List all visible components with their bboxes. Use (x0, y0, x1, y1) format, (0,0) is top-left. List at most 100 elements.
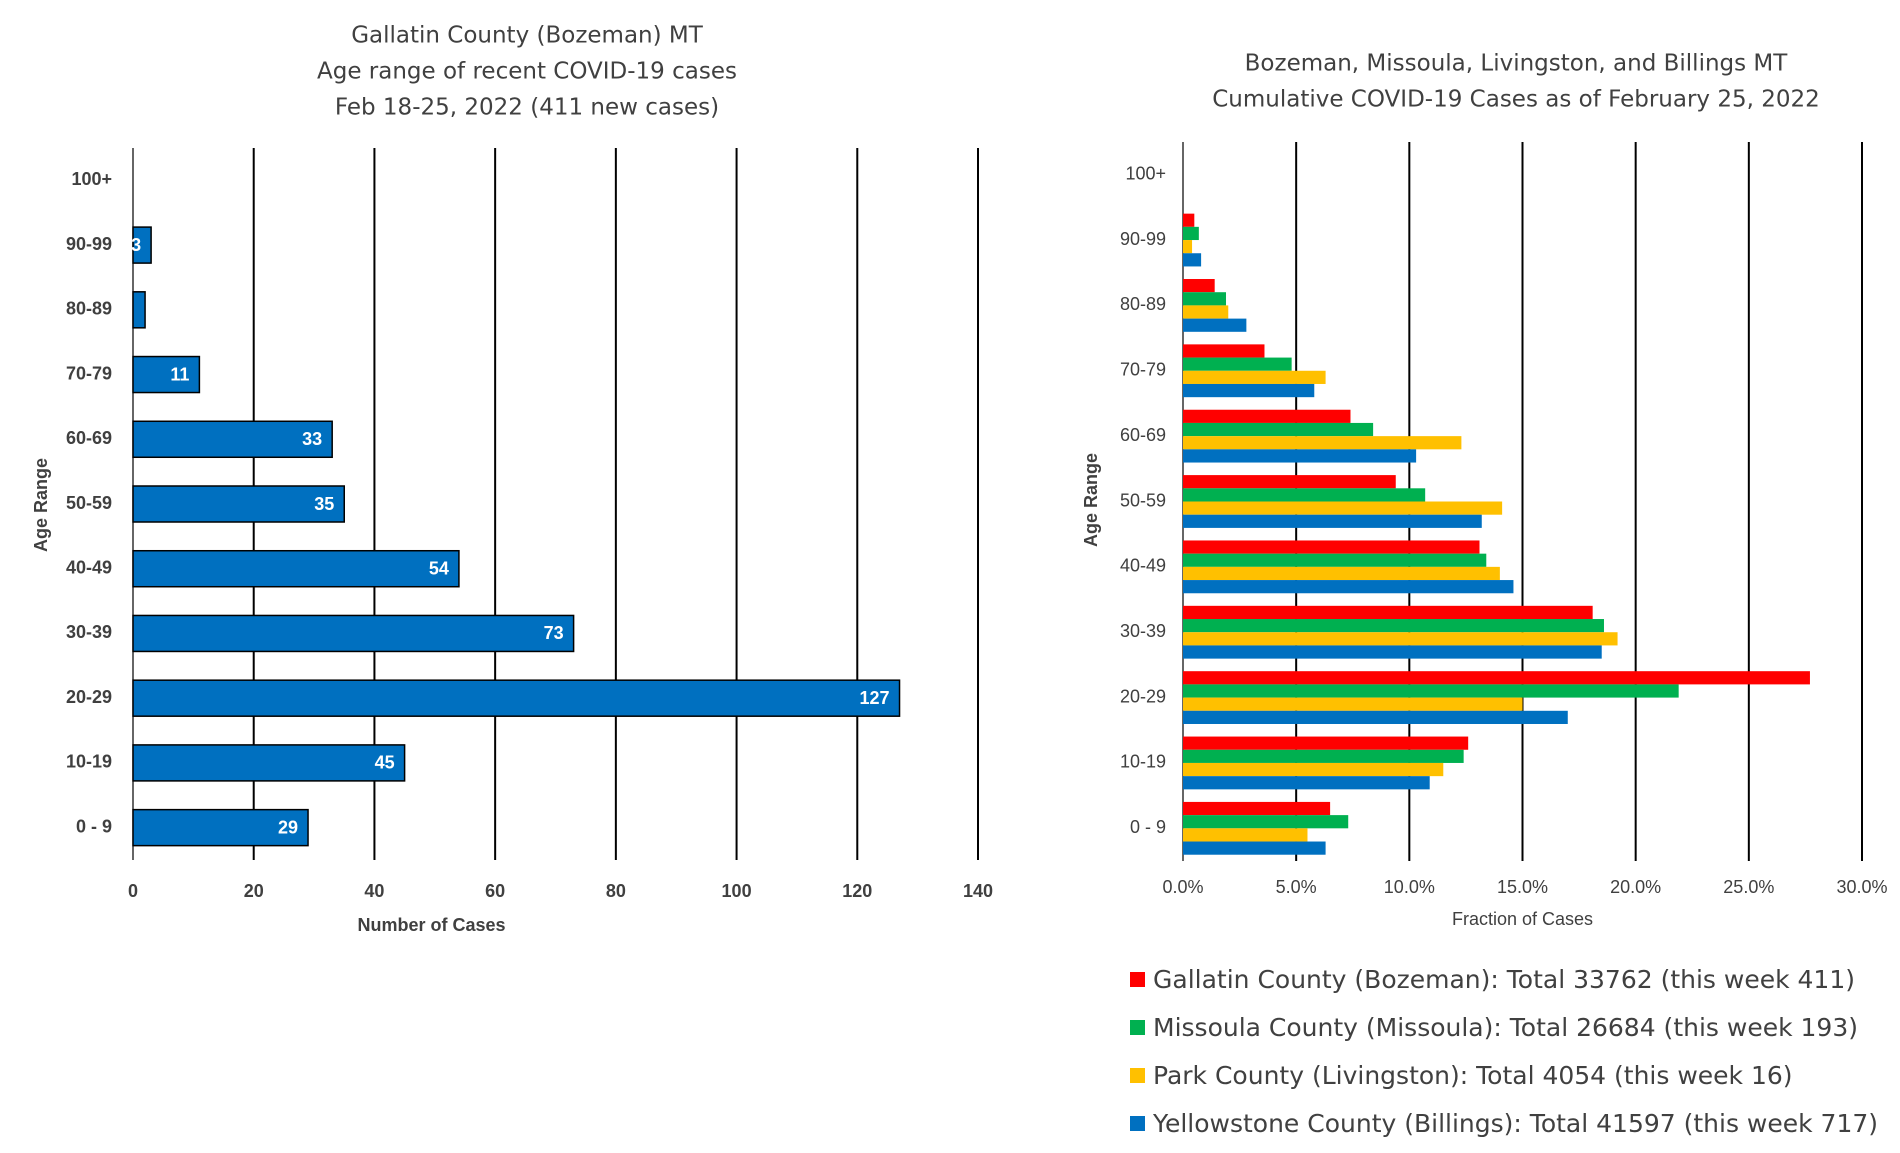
legend: Gallatin County (Bozeman): Total 33762 (… (1130, 955, 1878, 1147)
bar-20-29 (132, 679, 901, 717)
x-tick-60: 60 (485, 881, 505, 901)
x-tick-20-0: 20.0% (1610, 877, 1661, 897)
chart-cumulative-comparison: Bozeman, Missoula, Livingston, and Billi… (1030, 0, 1900, 1153)
y-axis-title: Age Range (31, 458, 51, 552)
bar-10-19-series-1 (1183, 736, 1469, 750)
bar-80-89 (132, 291, 146, 329)
bar-50-59 (132, 485, 345, 523)
chart-title-line-1: Bozeman, Missoula, Livingston, and Billi… (1245, 51, 1789, 77)
bar-20-29-series-3 (1183, 697, 1523, 711)
data-label-10-19: 45 (375, 753, 395, 773)
chart-title-line-3: Feb 18-25, 2022 (411 new cases) (335, 95, 719, 121)
chart-left-svg: Gallatin County (Bozeman) MT Age range of… (31, 23, 993, 935)
data-label-30-39: 73 (544, 623, 564, 643)
x-tick-10-0: 10.0% (1384, 877, 1435, 897)
x-tick-80: 80 (606, 881, 626, 901)
bar-40-49-series-4 (1183, 580, 1514, 594)
bar-20-29-series-2 (1183, 684, 1679, 698)
bar-50-59-series-3 (1183, 501, 1503, 515)
y-tick-0-9: 0 - 9 (1130, 817, 1166, 837)
y-tick-30-39: 30-39 (1120, 621, 1166, 641)
x-tick-120: 120 (842, 881, 872, 901)
data-label-50-59: 35 (314, 494, 334, 514)
bar-50-59-series-4 (1183, 514, 1482, 528)
x-tick-0: 0 (128, 881, 138, 901)
bar-40-49-series-3 (1183, 566, 1500, 581)
bar-80-89-series-2 (1183, 292, 1227, 306)
y-tick-100: 100+ (71, 169, 112, 189)
bar-10-19-series-2 (1183, 749, 1464, 763)
legend-item-missoula: Missoula County (Missoula): Total 26684 … (1130, 1003, 1878, 1051)
bar-90-99-series-3 (1183, 240, 1193, 254)
bar-10-19 (132, 744, 406, 782)
legend-item-gallatin: Gallatin County (Bozeman): Total 33762 (… (1130, 955, 1878, 1003)
bar-80-89-series-4 (1183, 318, 1247, 332)
bar-0-9 (132, 808, 309, 847)
bar-30-39-series-3 (1183, 632, 1618, 646)
bar-70-79 (132, 355, 201, 394)
x-tick-140: 140 (963, 881, 993, 901)
bar-20-29-series-1 (1183, 671, 1810, 685)
data-label-0-9: 29 (278, 817, 298, 837)
legend-label-park: Park County (Livingston): Total 4054 (th… (1153, 1060, 1793, 1090)
y-tick-50-59: 50-59 (66, 493, 112, 513)
y-tick-70-79: 70-79 (1120, 360, 1166, 380)
bar-20-29-series-4 (1183, 710, 1568, 724)
y-tick-50-59: 50-59 (1120, 490, 1166, 510)
x-tick-25-0: 25.0% (1723, 877, 1774, 897)
legend-swatch-yellowstone (1130, 1115, 1145, 1131)
legend-label-yellowstone: Yellowstone County (Billings): Total 415… (1153, 1108, 1879, 1138)
x-tick-100: 100 (722, 881, 752, 901)
bar-30-39 (132, 614, 575, 653)
legend-label-missoula: Missoula County (Missoula): Total 26684 … (1153, 1012, 1858, 1042)
y-tick-20-29: 20-29 (1120, 686, 1166, 706)
legend-swatch-park (1130, 1067, 1145, 1083)
chart-gallatin-age-range: Gallatin County (Bozeman) MT Age range of… (31, 23, 993, 935)
data-label-20-29: 127 (859, 688, 889, 708)
legend-item-park: Park County (Livingston): Total 4054 (th… (1130, 1051, 1878, 1099)
bar-40-49-series-2 (1183, 553, 1487, 567)
bar-90-99-series-4 (1183, 253, 1202, 267)
data-label-60-69: 33 (302, 429, 322, 449)
chart-title-line-2: Age range of recent COVID-19 cases (317, 59, 737, 85)
y-tick-90-99: 90-99 (66, 234, 112, 254)
y-tick-60-69: 60-69 (66, 428, 112, 448)
bar-90-99 (132, 226, 152, 264)
bar-60-69-series-3 (1183, 436, 1462, 450)
y-tick-30-39: 30-39 (66, 622, 112, 642)
bar-0-9-series-3 (1183, 828, 1308, 842)
x-tick-30-0: 30.0% (1836, 877, 1887, 897)
bar-0-9-series-4 (1183, 841, 1326, 855)
y-tick-40-49: 40-49 (1120, 556, 1166, 576)
x-axis-title: Fraction of Cases (1452, 909, 1593, 929)
y-tick-80-89: 80-89 (1120, 294, 1166, 314)
y-tick-60-69: 60-69 (1120, 425, 1166, 445)
bar-80-89-series-3 (1183, 305, 1229, 319)
bar-30-39-series-1 (1183, 605, 1593, 620)
x-axis-title: Number of Cases (357, 915, 505, 935)
y-tick-40-49: 40-49 (66, 557, 112, 577)
bar-60-69-series-4 (1183, 449, 1417, 463)
y-tick-0-9: 0 - 9 (76, 816, 112, 836)
bar-30-39-series-4 (1183, 645, 1602, 659)
chart-title-line-1: Gallatin County (Bozeman) MT (351, 23, 704, 49)
bar-10-19-series-4 (1183, 776, 1430, 790)
bar-70-79-series-1 (1183, 344, 1265, 358)
bar-0-9-series-1 (1183, 801, 1331, 816)
y-tick-10-19: 10-19 (1120, 752, 1166, 772)
y-axis-title: Age Range (1081, 453, 1101, 547)
x-tick-20: 20 (244, 881, 264, 901)
data-label-40-49: 54 (429, 558, 449, 578)
legend-swatch-gallatin (1130, 971, 1145, 987)
legend-label-gallatin: Gallatin County (Bozeman): Total 33762 (… (1153, 964, 1856, 994)
bar-70-79-series-3 (1183, 370, 1326, 384)
bar-80-89-series-1 (1183, 279, 1215, 293)
bar-30-39-series-2 (1183, 619, 1604, 633)
bar-10-19-series-3 (1183, 762, 1444, 777)
y-tick-80-89: 80-89 (66, 299, 112, 319)
bar-60-69-series-1 (1183, 409, 1351, 423)
x-tick-5-0: 5.0% (1276, 877, 1317, 897)
bar-60-69 (132, 420, 333, 459)
chart-right-svg: Bozeman, Missoula, Livingston, and Billi… (1081, 51, 1888, 929)
legend-item-yellowstone: Yellowstone County (Billings): Total 415… (1130, 1099, 1878, 1147)
